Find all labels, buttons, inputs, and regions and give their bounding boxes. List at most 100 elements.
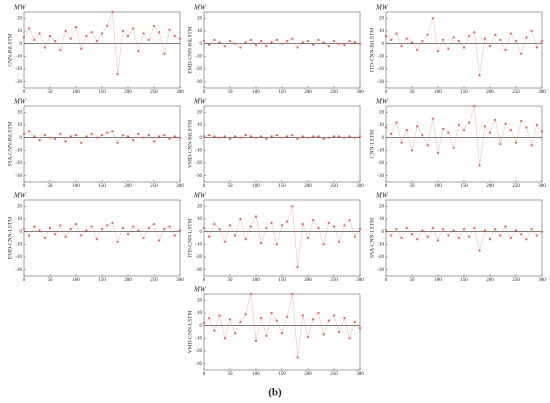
- point: [514, 40, 518, 43]
- panel: 0 50 100 150 200 250 300 -30 -20 -10 0 10 20 MW VMD-CN…: [187, 286, 364, 378]
- y-tick-label: -30: [377, 174, 384, 179]
- panel: 0 50 100 150 200 250 300 -30 -20 -10 0 10 20 MW CNN-Bi…: [7, 4, 184, 96]
- x-tick-label: 250: [330, 278, 338, 283]
- y-tick-label: 10: [379, 123, 385, 128]
- point: [452, 229, 455, 232]
- y-tick-label: 10: [197, 217, 203, 222]
- x-tick-label: 150: [278, 184, 286, 189]
- point: [116, 72, 119, 76]
- y-tick-label: -20: [195, 349, 202, 354]
- point: [43, 46, 46, 49]
- point: [405, 37, 408, 40]
- x-tick-label: 100: [434, 90, 442, 95]
- point: [218, 228, 221, 231]
- point: [509, 32, 512, 35]
- point: [152, 222, 156, 226]
- point: [395, 32, 398, 35]
- point: [457, 123, 460, 127]
- point: [306, 335, 310, 339]
- unit-label: MW: [375, 98, 389, 106]
- panel: 0 50 100 150 200 250 300 -30 -20 -10 0 10 20 MW ITD-CN…: [369, 4, 546, 96]
- point: [90, 132, 93, 135]
- x-tick-label: 300: [176, 278, 184, 283]
- point: [353, 136, 356, 139]
- point: [80, 141, 83, 144]
- y-tick-label: -20: [15, 161, 22, 166]
- point: [249, 38, 252, 41]
- y-tick-label: 0: [200, 136, 203, 141]
- point: [332, 225, 336, 228]
- x-tick-label: 50: [228, 372, 234, 377]
- point: [426, 33, 429, 36]
- x-tick-label: 200: [486, 90, 494, 95]
- plot-frame: [385, 105, 543, 183]
- y-tick-label: 10: [17, 123, 23, 128]
- point: [106, 224, 109, 227]
- point: [100, 32, 104, 35]
- point: [38, 32, 41, 35]
- x-tick-label: 0: [203, 184, 206, 189]
- series-line: [23, 131, 181, 144]
- unit-label: MW: [13, 192, 27, 200]
- point: [525, 126, 528, 129]
- x-tick-label: 0: [23, 278, 26, 283]
- point: [249, 135, 252, 138]
- point: [116, 141, 119, 144]
- y-tick-label: 20: [197, 16, 203, 21]
- x-tick-label: 100: [252, 278, 260, 283]
- plot-frame: [385, 11, 543, 89]
- y-tick-label: -10: [15, 54, 22, 59]
- x-tick-label: 50: [48, 184, 54, 189]
- point: [416, 125, 419, 128]
- unit-label: MW: [193, 98, 207, 106]
- point: [90, 31, 93, 34]
- y-tick-label: 10: [17, 29, 23, 34]
- x-tick-label: 50: [48, 90, 54, 95]
- point: [59, 224, 62, 227]
- point: [121, 29, 124, 33]
- x-tick-label: 50: [228, 90, 234, 95]
- point: [530, 144, 533, 147]
- point: [358, 327, 362, 330]
- y-tick-label: 10: [17, 217, 23, 222]
- point: [442, 38, 445, 41]
- y-tick-label: 0: [20, 42, 23, 47]
- x-tick-label: 100: [72, 184, 80, 189]
- unit-label: MW: [375, 4, 389, 12]
- y-tick-label: -10: [15, 242, 22, 247]
- point: [270, 135, 273, 138]
- y-tick-label: -30: [195, 174, 202, 179]
- point: [275, 243, 278, 246]
- point: [38, 229, 41, 232]
- point: [244, 238, 247, 241]
- point: [348, 40, 351, 43]
- point: [306, 40, 310, 43]
- point: [74, 134, 78, 137]
- point: [54, 137, 57, 141]
- point: [468, 34, 471, 38]
- point: [535, 234, 538, 237]
- x-tick-label: 50: [410, 278, 416, 283]
- x-tick-label: 50: [48, 278, 54, 283]
- x-tick-label: 250: [512, 278, 520, 283]
- point: [483, 229, 486, 232]
- point: [213, 222, 216, 226]
- y-axis-label: EMD-CNN-BiLSTM: [187, 26, 193, 73]
- x-tick-label: 300: [356, 372, 364, 377]
- y-tick-label: 20: [17, 110, 23, 115]
- y-tick-label: 0: [200, 42, 203, 47]
- point: [254, 43, 258, 47]
- point: [85, 34, 88, 38]
- point: [312, 43, 315, 47]
- point: [178, 37, 182, 40]
- point: [421, 40, 424, 43]
- point: [239, 136, 242, 139]
- panel: 0 50 100 150 200 250 300 -30 -20 -10 0 10 20 MW EMD-CN…: [187, 4, 364, 96]
- point: [270, 221, 273, 224]
- point: [100, 134, 104, 137]
- point: [249, 225, 252, 228]
- point: [431, 17, 434, 20]
- point: [142, 236, 145, 240]
- point: [202, 40, 206, 43]
- x-tick-label: 150: [460, 90, 468, 95]
